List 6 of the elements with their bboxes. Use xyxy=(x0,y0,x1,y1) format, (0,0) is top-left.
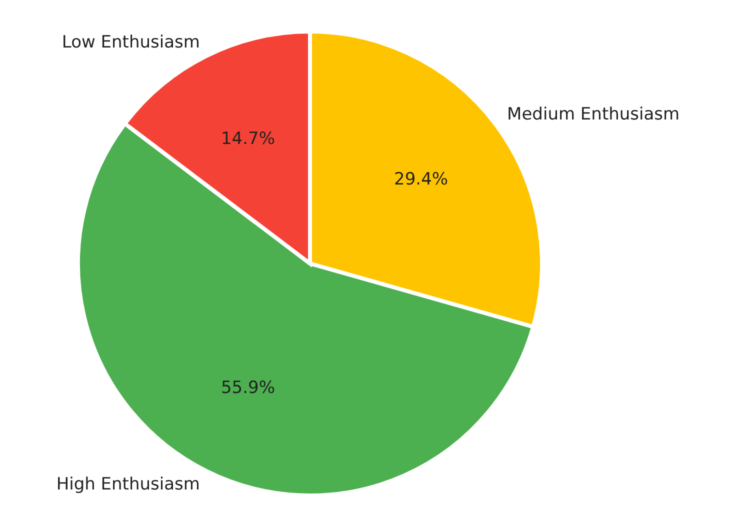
slice-label: Medium Enthusiasm xyxy=(507,104,680,125)
slice-label: High Enthusiasm xyxy=(56,474,200,495)
data-label: 55.9% xyxy=(220,378,275,398)
data-label: 14.7% xyxy=(220,128,275,149)
slice-label: Low Enthusiasm xyxy=(62,32,200,52)
data-label: 29.4% xyxy=(394,170,448,190)
